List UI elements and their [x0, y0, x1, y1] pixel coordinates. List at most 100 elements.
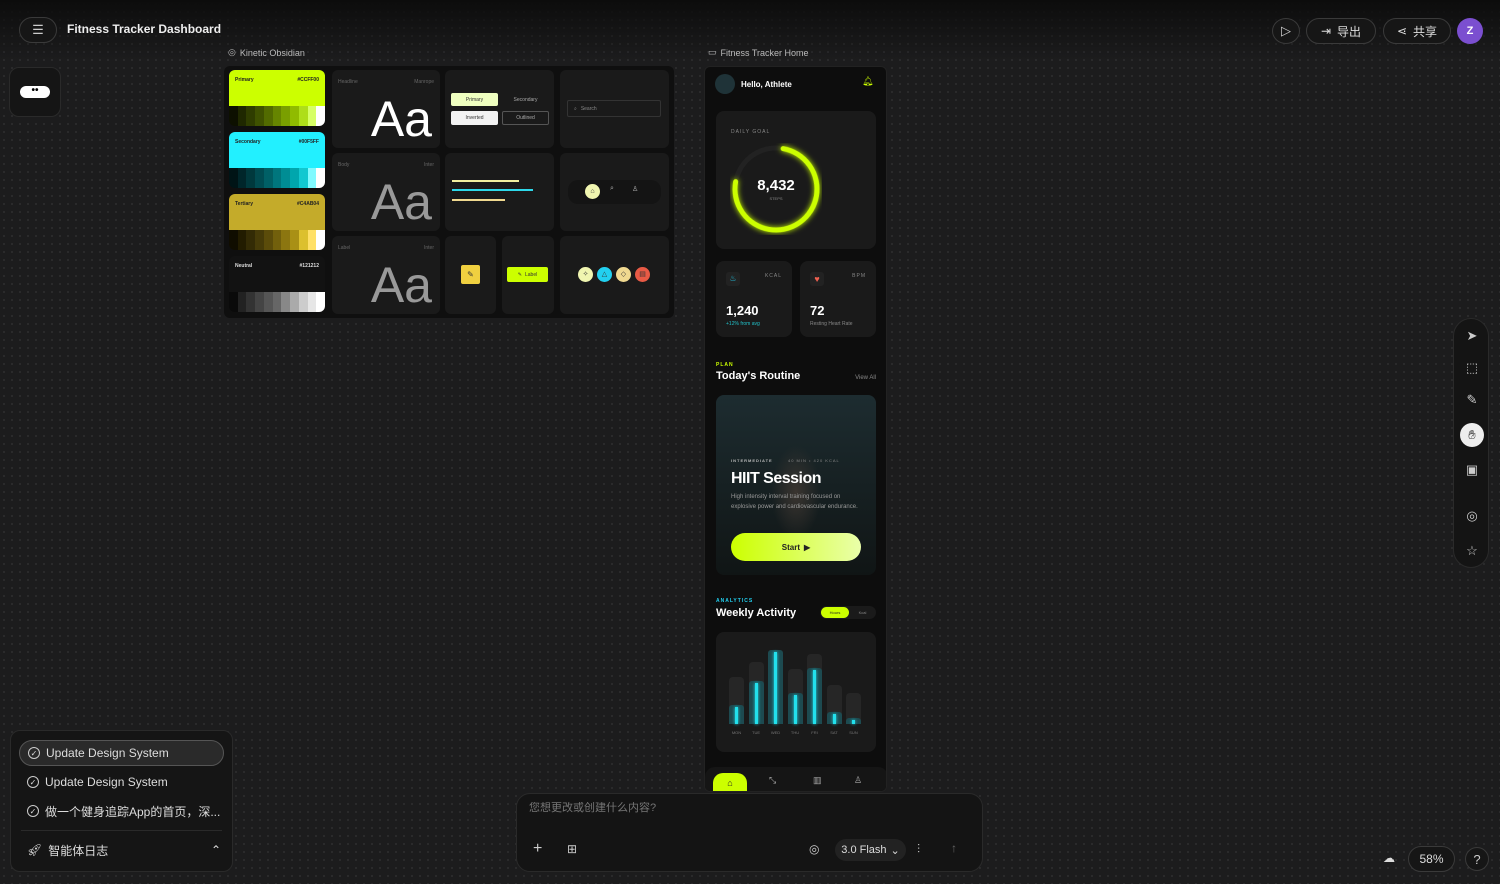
shade: [237, 106, 247, 126]
tag-icon: ◇: [616, 267, 631, 282]
share-icon: ⋖: [1396, 24, 1408, 38]
chevron-up-icon: ⌃: [210, 843, 221, 857]
shade: [307, 168, 317, 188]
agent-task-panel: ✓ Update Design System ✓ Update Design Sys…: [10, 730, 233, 872]
shade: [229, 292, 238, 312]
x-tick-label: SUN: [849, 730, 858, 735]
zoom-level[interactable]: 58%: [1408, 846, 1455, 872]
shade: [316, 168, 325, 188]
search-icon: ⌕: [574, 105, 577, 112]
search-input-sample[interactable]: ⌕ Search: [567, 100, 661, 117]
outlined-button-sample[interactable]: Outlined: [502, 111, 549, 125]
shade: [290, 292, 299, 312]
model-select[interactable]: 3.0 Flash ⌄: [835, 839, 906, 861]
toggle-kcal[interactable]: Kcal: [858, 610, 867, 615]
frame-label-design-system[interactable]: ◎ Kinetic Obsidian: [228, 47, 305, 58]
send-icon[interactable]: ↑: [951, 841, 957, 855]
prompt-box[interactable]: + ⊞ ◎ 3.0 Flash⌄ ⫶ ↑: [516, 793, 983, 872]
select-frame-icon[interactable]: ⬚: [1465, 360, 1479, 375]
cursor-icon[interactable]: ➤: [1466, 328, 1478, 343]
user-avatar[interactable]: [715, 74, 735, 94]
add-frame-icon[interactable]: ⊞: [567, 842, 578, 856]
frame-label-home[interactable]: ▭ Fitness Tracker Home: [708, 47, 809, 58]
palette-icon[interactable]: ◎: [1466, 508, 1478, 523]
star-icon[interactable]: ☆: [1466, 543, 1478, 558]
start-button[interactable]: Start ▶: [731, 533, 861, 561]
search-icon[interactable]: ⌕: [610, 185, 614, 192]
cloud-icon[interactable]: ☁: [1383, 851, 1395, 865]
wand-icon: ✧: [578, 267, 593, 282]
athlete-image: [771, 445, 821, 540]
inverted-button-sample[interactable]: Inverted: [451, 111, 498, 125]
bar: [768, 649, 783, 724]
user-icon[interactable]: ♙: [632, 186, 639, 193]
color-swatch-primary: Primary #CCFF00: [229, 70, 325, 126]
bell-icon[interactable]: 🔔︎: [862, 76, 874, 86]
label-chip[interactable]: ✎ Label: [507, 267, 548, 282]
shade: [272, 230, 282, 250]
shade: [290, 106, 299, 126]
task-item[interactable]: ✓ Update Design System: [19, 740, 224, 766]
nav-cell: ⌂ ⌕ ♙: [560, 153, 669, 231]
add-icon[interactable]: +: [533, 840, 543, 857]
chat-toggle-button[interactable]: ••: [9, 67, 61, 117]
hand-icon[interactable]: ✋︎: [1460, 423, 1484, 447]
design-system-frame[interactable]: Headline Manrope Aa Body Inter Aa Label Inter…: [224, 66, 674, 318]
palette-icon[interactable]: ◎: [809, 842, 820, 856]
type-label: Label Inter Aa: [332, 236, 440, 314]
voice-icon[interactable]: ⫶: [917, 842, 921, 856]
fitness-home-frame[interactable]: Hello, Athlete 🔔︎ DAILY GOAL 8,432 STEPS…: [704, 66, 887, 792]
shade: [307, 106, 317, 126]
shade: [263, 106, 273, 126]
shade: [263, 292, 273, 312]
task-item[interactable]: ✓ 做一个健身追踪App的首页，深...: [19, 798, 224, 824]
heart-rate-card: ♥ BPM 72 Resting Heart Rate: [800, 261, 876, 337]
progress-lines-cell: [445, 153, 554, 231]
shade: [272, 292, 282, 312]
pencil-icon[interactable]: ✎: [461, 265, 480, 284]
menu-button[interactable]: ☰: [19, 17, 57, 43]
x-tick-label: WED: [770, 730, 781, 735]
shade: [281, 292, 291, 312]
bar-track: [846, 692, 861, 724]
pencil-icon[interactable]: ✎: [1466, 392, 1478, 407]
progress-line: [452, 189, 533, 191]
image-icon[interactable]: ▣: [1465, 462, 1479, 477]
shade: [298, 292, 308, 312]
shade: [263, 230, 273, 250]
nav-expand-icon[interactable]: ⤡: [769, 775, 777, 785]
avatar[interactable]: Z: [1457, 18, 1483, 44]
home-icon[interactable]: ⌂: [585, 184, 600, 199]
search-cell: ⌕ Search: [560, 70, 669, 148]
share-button[interactable]: ⋖ 共享: [1383, 18, 1451, 44]
shade: [316, 230, 325, 250]
task-item[interactable]: ✓ Update Design System: [19, 769, 224, 795]
check-circle-icon: ✓: [28, 747, 40, 759]
bar: [787, 692, 803, 724]
prompt-input[interactable]: [529, 802, 969, 814]
help-button[interactable]: ?: [1465, 847, 1489, 871]
nav-home-icon[interactable]: ⌂: [713, 773, 747, 791]
play-button[interactable]: ▷: [1272, 18, 1300, 44]
toggle-hours[interactable]: Hours: [821, 607, 849, 618]
hiit-card[interactable]: INTERMEDIATE 40 MIN • 420 KCAL HIIT Sess…: [716, 395, 876, 575]
shade: [298, 106, 308, 126]
play-icon: ▶: [804, 542, 811, 552]
bar: [846, 717, 861, 724]
view-all-link[interactable]: View All: [855, 375, 876, 381]
shade: [255, 168, 264, 188]
export-icon: ⇥: [1320, 24, 1332, 38]
bar: [729, 704, 744, 724]
nav-stats-icon[interactable]: ▥: [813, 775, 822, 785]
nav-profile-icon[interactable]: ♙: [854, 775, 863, 785]
document-icon: ▤: [635, 267, 650, 282]
primary-button-sample[interactable]: Primary: [451, 93, 498, 106]
export-button[interactable]: ⇥ 导出: [1306, 18, 1376, 44]
shade: [298, 230, 308, 250]
secondary-button-sample[interactable]: Secondary: [513, 96, 538, 103]
agent-log-toggle[interactable]: 🚀︎ 智能体日志 ⌃: [27, 843, 221, 858]
bottom-nav: ⌂ ⤡ ▥ ♙: [705, 767, 886, 791]
x-tick-label: TUE: [752, 730, 760, 735]
shade: [237, 168, 247, 188]
shade: [290, 168, 299, 188]
